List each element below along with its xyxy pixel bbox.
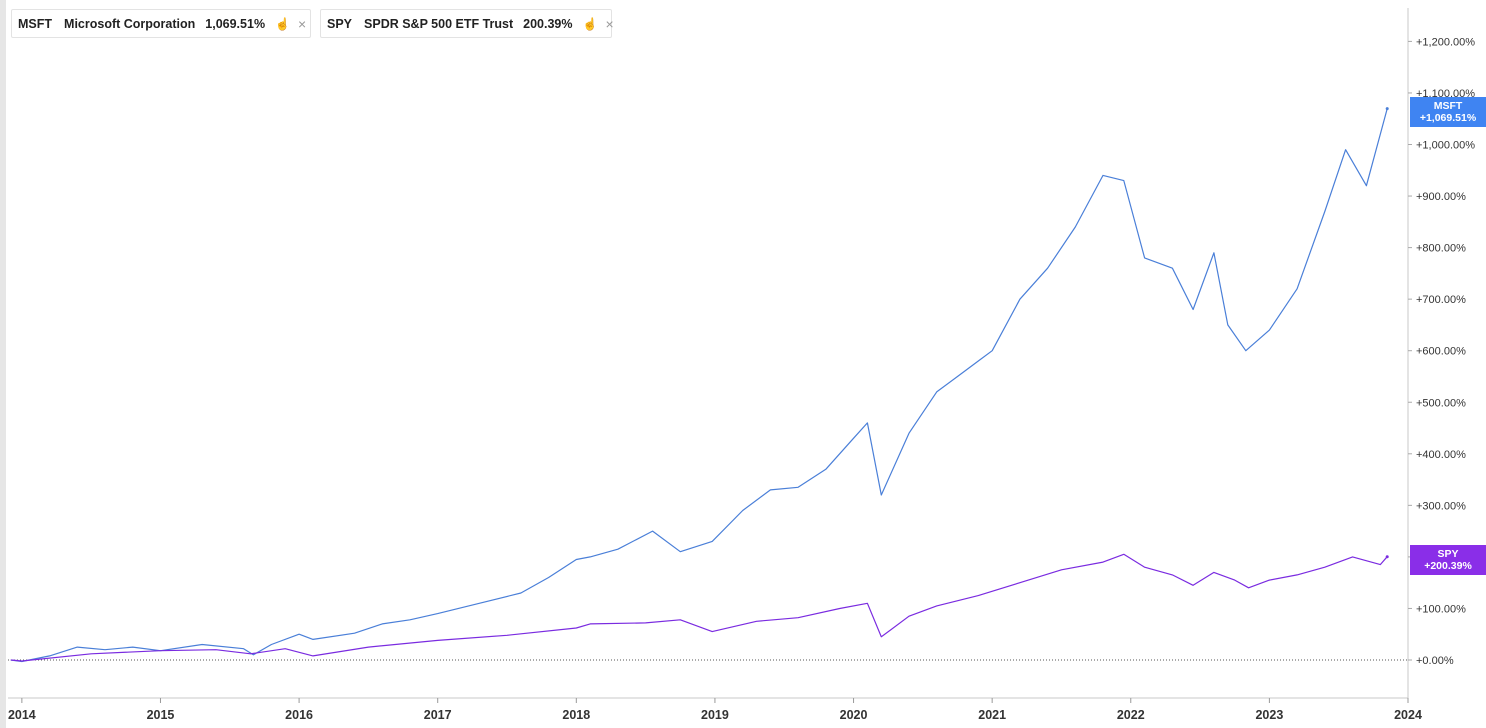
legend-item-msft[interactable]: MSFT Microsoft Corporation 1,069.51% ☝ × bbox=[11, 9, 311, 38]
legend-name: SPDR S&P 500 ETF Trust bbox=[364, 16, 514, 31]
series-line-msft bbox=[10, 108, 1388, 663]
series-layer bbox=[10, 107, 1389, 663]
y-tick-label: +300.00% bbox=[1416, 500, 1466, 512]
y-tick-label: +1,200.00% bbox=[1416, 36, 1475, 48]
close-icon[interactable]: × bbox=[605, 15, 614, 32]
x-tick-label: 2023 bbox=[1255, 708, 1283, 722]
y-tick-label: +600.00% bbox=[1416, 346, 1466, 358]
y-tick-label: +0.00% bbox=[1416, 655, 1454, 667]
spy-tag-symbol: SPY bbox=[1437, 547, 1459, 560]
legend-name: Microsoft Corporation bbox=[64, 16, 196, 31]
x-tick-label: 2019 bbox=[701, 708, 729, 722]
msft-value-tag: MSFT +1,069.51% bbox=[1410, 96, 1486, 127]
spy-tag-value: +200.39% bbox=[1424, 559, 1472, 572]
x-tick-label: 2018 bbox=[562, 708, 590, 722]
x-tick-label: 2015 bbox=[147, 708, 175, 722]
legend-item-spy[interactable]: SPY SPDR S&P 500 ETF Trust 200.39% ☝ × bbox=[320, 9, 614, 38]
legend-value: 200.39% bbox=[523, 16, 573, 31]
close-icon[interactable]: × bbox=[298, 15, 307, 32]
x-tick-label: 2022 bbox=[1117, 708, 1145, 722]
x-tick-label: 2020 bbox=[840, 708, 868, 722]
msft-tag-symbol: MSFT bbox=[1433, 99, 1463, 112]
y-tick-label: +500.00% bbox=[1416, 397, 1466, 409]
y-tick-label: +800.00% bbox=[1416, 243, 1466, 255]
chart-axes bbox=[8, 8, 1409, 699]
y-tick-label: +900.00% bbox=[1416, 191, 1466, 203]
spy-value-tag: SPY +200.39% bbox=[1410, 544, 1486, 575]
legend-symbol: SPY bbox=[327, 16, 353, 31]
y-tick-label: +400.00% bbox=[1416, 449, 1466, 461]
x-tick-label: 2021 bbox=[978, 708, 1006, 722]
hand-point-icon[interactable]: ☝ bbox=[582, 16, 598, 31]
x-tick-label: 2017 bbox=[424, 708, 452, 722]
hand-point-icon[interactable]: ☝ bbox=[275, 16, 291, 31]
y-tick-label: +700.00% bbox=[1416, 294, 1466, 306]
msft-tag-value: +1,069.51% bbox=[1419, 111, 1477, 124]
series-line-spy bbox=[10, 553, 1388, 662]
x-tick-label: 2024 bbox=[1394, 708, 1422, 722]
y-tick-label: +1,000.00% bbox=[1416, 140, 1475, 152]
legend-symbol: MSFT bbox=[18, 16, 53, 31]
x-tick-label: 2014 bbox=[8, 708, 36, 722]
series-end-point-msft bbox=[1385, 107, 1389, 111]
x-axis-ticks: 2014 2015 2016 2017 2018 2019 2020 2021 2022 2023… bbox=[8, 698, 1422, 722]
x-tick-label: 2016 bbox=[285, 708, 313, 722]
series-end-point-spy bbox=[1385, 555, 1389, 559]
y-tick-label: +100.00% bbox=[1416, 603, 1466, 615]
legend-value: 1,069.51% bbox=[205, 16, 266, 31]
